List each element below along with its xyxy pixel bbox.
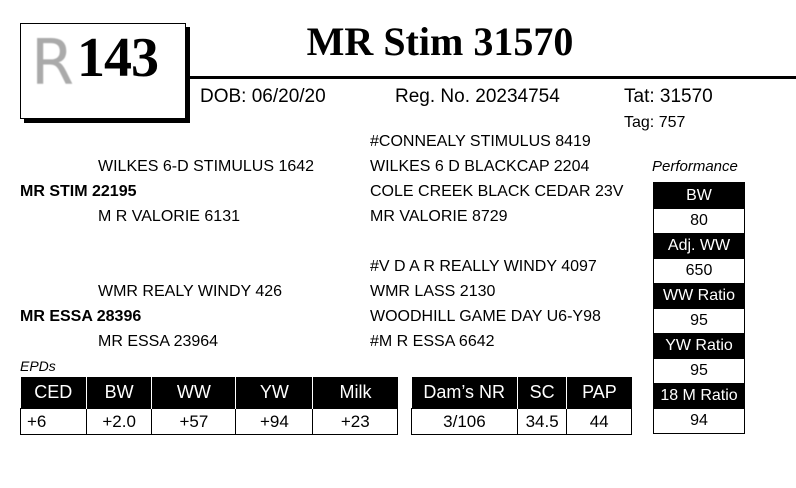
tattoo: Tat: 31570 — [624, 86, 713, 107]
epd-value-bw: +2.0 — [85, 408, 153, 435]
pedigree-dds: WOODHILL GAME DAY U6-Y98 — [370, 308, 601, 325]
epd-header-bw: BW — [86, 377, 153, 409]
pedigree-dss: #V D A R REALLY WINDY 4097 — [370, 258, 597, 275]
pedigree-sds: COLE CREEK BLACK CEDAR 23V — [370, 183, 624, 200]
lot-number-box: R 143 — [20, 23, 186, 119]
lot-number: 143 — [77, 27, 159, 89]
pedigree-ddd: #M R ESSA 6642 — [370, 333, 495, 350]
epd-value-yw: +94 — [235, 408, 314, 435]
perf-value-yw-ratio: 95 — [654, 359, 744, 383]
epd-header-yw: YW — [235, 377, 314, 409]
pedigree-dam: MR ESSA 28396 — [20, 308, 142, 325]
epd-header-ww: WW — [151, 377, 237, 409]
registration-number: Reg. No. 20234754 — [395, 86, 560, 107]
performance-label: Performance — [652, 158, 738, 175]
epd-value-ww: +57 — [151, 408, 237, 435]
perf-value-18m-ratio: 94 — [654, 409, 744, 433]
epds-label: EPDs — [20, 358, 56, 374]
perf-value-ww-ratio: 95 — [654, 309, 744, 333]
pedigree-ssd: WILKES 6 D BLACKCAP 2204 — [370, 158, 590, 175]
pedigree-sire-sire: WILKES 6-D STIMULUS 1642 — [98, 158, 315, 175]
pedigree-sss: #CONNEALY STIMULUS 8419 — [370, 133, 591, 150]
epd-header-milk: Milk — [312, 377, 398, 409]
pedigree-dsd: WMR LASS 2130 — [370, 283, 496, 300]
perf-header-yw-ratio: YW Ratio — [654, 333, 744, 359]
epd-value-ced: +6 — [20, 408, 87, 435]
performance-box: BW 80 Adj. WW 650 WW Ratio 95 YW Ratio 9… — [653, 182, 745, 434]
dam-nr-header: Dam’s NR — [411, 377, 518, 409]
tag: Tag: 757 — [624, 114, 686, 131]
perf-header-18m-ratio: 18 M Ratio — [654, 383, 744, 409]
epd-header-ced: CED — [20, 377, 87, 409]
divider — [188, 76, 796, 79]
pedigree-sire-dam: M R VALORIE 6131 — [98, 208, 240, 225]
perf-value-adj-ww: 650 — [654, 259, 744, 283]
pedigree-sire: MR STIM 22195 — [20, 183, 137, 200]
sc-value: 34.5 — [516, 408, 568, 435]
animal-name: MR Stim 31570 — [306, 19, 574, 64]
epd-table: CED BW WW YW Milk +6 +2.0 +57 +94 +23 — [20, 377, 398, 435]
pedigree-dam-dam: MR ESSA 23964 — [98, 333, 219, 350]
perf-header-adj-ww: Adj. WW — [654, 233, 744, 259]
pap-header: PAP — [566, 377, 632, 409]
perf-header-bw: BW — [654, 183, 744, 209]
epd-value-milk: +23 — [312, 408, 398, 435]
dob: DOB: 06/20/20 — [200, 86, 326, 107]
pedigree-dam-sire: WMR REALY WINDY 426 — [98, 283, 283, 300]
perf-value-bw: 80 — [654, 209, 744, 233]
dam-stats-table: Dam’s NR SC PAP 3/106 34.5 44 — [411, 377, 632, 435]
pap-value: 44 — [566, 408, 632, 435]
ranch-logo: R — [31, 26, 75, 99]
sc-header: SC — [517, 377, 568, 409]
dam-nr-value: 3/106 — [411, 408, 518, 435]
perf-header-ww-ratio: WW Ratio — [654, 283, 744, 309]
pedigree-sdd: MR VALORIE 8729 — [370, 208, 508, 225]
